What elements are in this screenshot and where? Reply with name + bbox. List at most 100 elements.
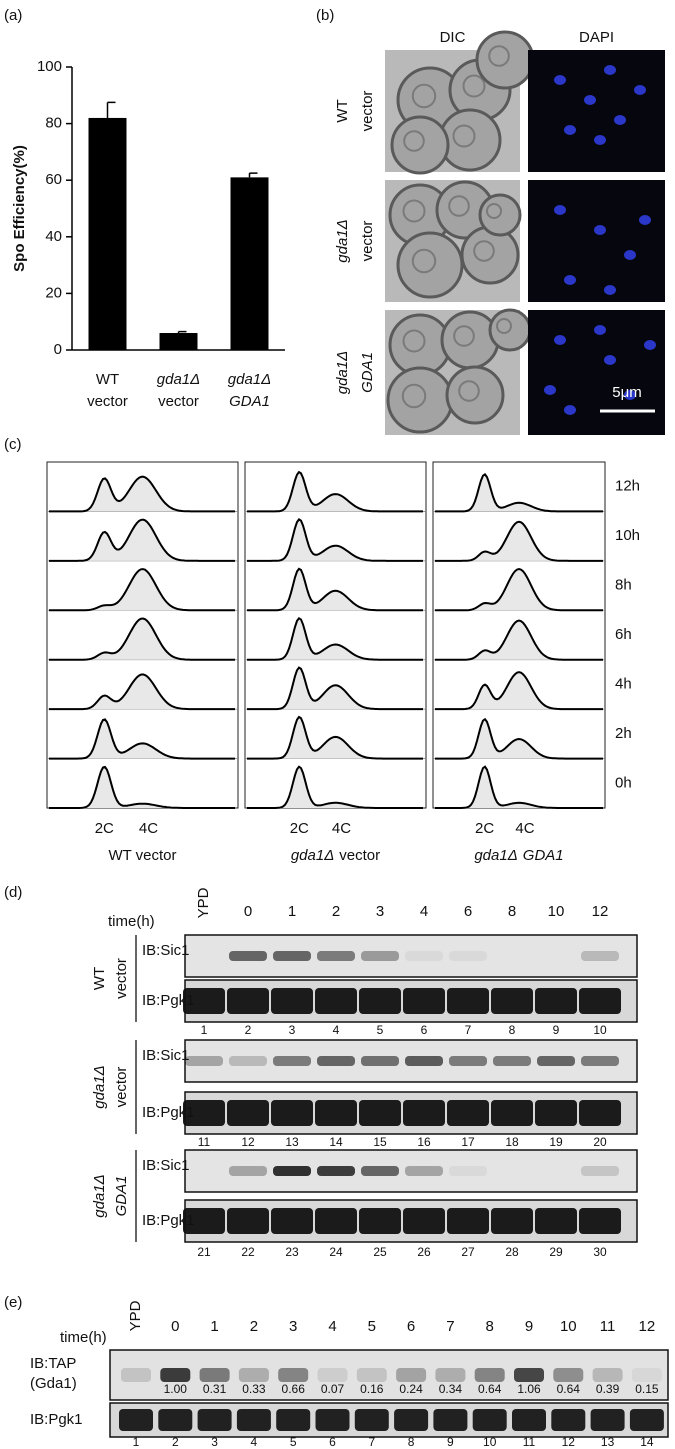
histogram-line: [247, 715, 423, 760]
peak-label: 2C: [475, 820, 494, 837]
blot-label: IB:Pgk1: [30, 1411, 83, 1428]
histogram-line: [435, 671, 603, 711]
quantification: 0.66: [282, 1382, 306, 1396]
band: [553, 1368, 584, 1382]
histogram: [49, 719, 236, 759]
histogram: [247, 667, 424, 710]
lane-header: 5: [368, 1318, 376, 1335]
lane-header: 12: [639, 1318, 656, 1335]
band: [227, 1208, 269, 1234]
histogram-line: [49, 568, 235, 612]
lane-number: 14: [329, 1135, 343, 1149]
lane-number: 1: [133, 1435, 140, 1449]
group-label: WT: [91, 967, 108, 990]
time-label: 8h: [615, 577, 632, 594]
band: [317, 1368, 348, 1382]
lane-number: 11: [523, 1435, 536, 1449]
lane-header: 1: [288, 903, 296, 920]
spore: [411, 83, 437, 109]
band: [447, 1100, 489, 1126]
histogram: [247, 519, 424, 561]
nucleus: [604, 285, 616, 295]
lane-header: 2: [332, 903, 340, 920]
nucleus: [544, 385, 556, 395]
band: [183, 988, 225, 1014]
histogram: [435, 569, 603, 611]
band: [315, 1100, 357, 1126]
lane-number: 8: [408, 1435, 415, 1449]
time-label: time(h): [60, 1329, 107, 1346]
band: [359, 988, 401, 1014]
bar: [159, 333, 198, 350]
column-header: DIC: [440, 29, 466, 46]
y-tick-label: 60: [45, 171, 62, 188]
histogram: [49, 618, 236, 660]
quantification: 0.31: [203, 1382, 227, 1396]
blot: [109, 1349, 669, 1401]
band: [491, 988, 533, 1014]
spore: [462, 74, 486, 98]
lane-number: 4: [251, 1435, 258, 1449]
histogram-line: [49, 673, 235, 711]
band: [315, 1409, 350, 1431]
lane-header: YPD: [127, 1300, 144, 1331]
group-label: vector: [113, 958, 130, 999]
quantification: 0.07: [321, 1382, 345, 1396]
band: [158, 1409, 193, 1431]
band: [238, 1368, 269, 1382]
column-header: DAPI: [579, 29, 614, 46]
histogram-line: [49, 765, 235, 809]
lane-number: 10: [483, 1435, 497, 1449]
row-label: gda1Δ: [334, 219, 351, 262]
time-label: 0h: [615, 774, 632, 791]
group-label: gda1Δ: [91, 1174, 108, 1217]
nucleus: [614, 115, 626, 125]
band: [315, 1208, 357, 1234]
quantification: 0.39: [596, 1382, 620, 1396]
histogram: [49, 766, 236, 808]
band: [472, 1409, 507, 1431]
band: [271, 988, 313, 1014]
lane-number: 9: [447, 1435, 454, 1449]
column-title-part: gda1Δ: [474, 847, 517, 864]
nucleus: [584, 95, 596, 105]
spore: [448, 195, 470, 217]
band: [631, 1368, 662, 1382]
band: [493, 1056, 531, 1066]
band: [535, 1208, 577, 1234]
peak-label: 2C: [95, 820, 114, 837]
lane-number: 11: [198, 1135, 211, 1149]
lane-number: 13: [601, 1435, 615, 1449]
lane-header: 12: [592, 903, 609, 920]
band: [581, 951, 619, 961]
panel-label: (a): [4, 7, 22, 24]
histogram: [247, 766, 424, 808]
nucleus: [604, 355, 616, 365]
dapi-image: [528, 180, 665, 302]
spore: [486, 203, 502, 219]
lane-number: 5: [290, 1435, 297, 1449]
band: [579, 1208, 621, 1234]
band: [405, 1056, 443, 1066]
column-title-part: gda1Δ: [291, 847, 334, 864]
peak-label: 4C: [332, 820, 351, 837]
quantification: 0.15: [635, 1382, 659, 1396]
band: [197, 1409, 232, 1431]
lane-header: 10: [548, 903, 565, 920]
lane-number: 6: [421, 1023, 428, 1037]
histogram-line: [247, 765, 423, 809]
histogram-line: [247, 616, 423, 661]
spore: [458, 380, 480, 402]
quantification: 0.16: [360, 1382, 384, 1396]
column-title-part: GDA1: [523, 847, 564, 864]
quantification: 0.24: [399, 1382, 423, 1396]
lane-number: 1: [201, 1023, 208, 1037]
histogram: [435, 672, 603, 710]
x-tick-label: WT: [96, 371, 119, 388]
histogram: [49, 476, 236, 512]
nucleus: [594, 325, 606, 335]
band: [317, 1056, 355, 1066]
band: [354, 1409, 389, 1431]
band: [551, 1409, 586, 1431]
